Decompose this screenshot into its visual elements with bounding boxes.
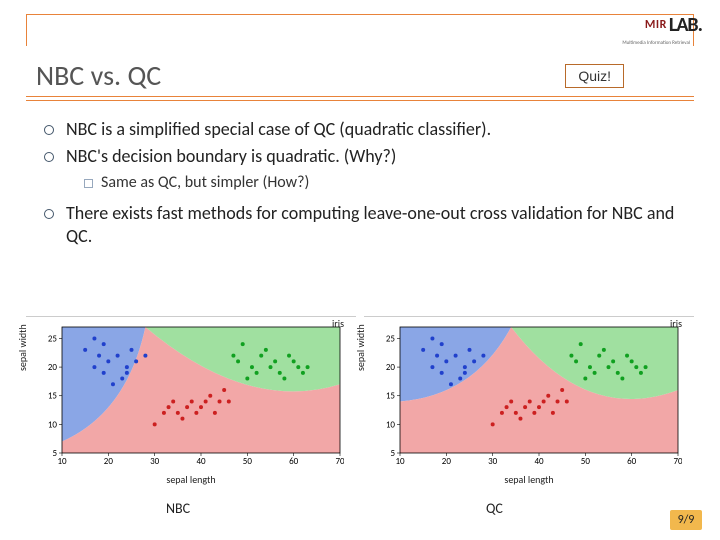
bullet-item: NBC is a simplified special case of QC (… bbox=[44, 118, 684, 141]
bullet-item: There exists fast methods for computing … bbox=[44, 202, 684, 249]
svg-text:10: 10 bbox=[395, 456, 405, 467]
square-bullet-icon bbox=[84, 179, 93, 188]
ring-bullet-icon bbox=[44, 152, 54, 162]
content-area: NBC is a simplified special case of QC (… bbox=[44, 118, 684, 253]
svg-text:20: 20 bbox=[104, 456, 114, 467]
svg-text:40: 40 bbox=[196, 456, 206, 467]
chart-qc-svg: 10203040506070510152025 bbox=[382, 321, 682, 471]
bullet-text: There exists fast methods for computing … bbox=[66, 202, 684, 249]
charts-row: iris sepal width sepal length 1020304050… bbox=[26, 316, 694, 484]
chart-nbc-svg: 10203040506070510152025 bbox=[44, 321, 344, 471]
svg-text:15: 15 bbox=[48, 391, 58, 402]
mir-lab-logo: MIR LAB. Multimedia Information Retrieva… bbox=[592, 6, 702, 44]
bullet-item: NBC's decision boundary is quadratic. (W… bbox=[44, 145, 684, 168]
chart-xlabel: sepal length bbox=[166, 473, 215, 486]
logo-subtitle: Multimedia Information Retrieval bbox=[622, 40, 690, 46]
chart-caption-qc: QC bbox=[486, 500, 503, 517]
svg-text:50: 50 bbox=[581, 456, 591, 467]
ring-bullet-icon bbox=[44, 209, 54, 219]
svg-text:15: 15 bbox=[386, 391, 396, 402]
bullet-text: NBC's decision boundary is quadratic. (W… bbox=[66, 145, 396, 168]
sub-bullet-text: Same as QC, but simpler (How?) bbox=[101, 173, 309, 192]
svg-text:50: 50 bbox=[243, 456, 253, 467]
svg-text:20: 20 bbox=[442, 456, 452, 467]
svg-text:5: 5 bbox=[390, 448, 395, 459]
sub-bullet-item: Same as QC, but simpler (How?) bbox=[84, 173, 684, 192]
page-number-badge: 9/9 bbox=[670, 510, 702, 530]
svg-text:20: 20 bbox=[48, 362, 58, 373]
svg-text:10: 10 bbox=[57, 456, 67, 467]
svg-text:10: 10 bbox=[386, 419, 396, 430]
svg-text:25: 25 bbox=[386, 333, 396, 344]
svg-text:20: 20 bbox=[386, 362, 396, 373]
page-title: NBC vs. QC bbox=[36, 58, 161, 93]
chart-xlabel: sepal length bbox=[504, 473, 553, 486]
svg-text:10: 10 bbox=[48, 419, 58, 430]
svg-text:25: 25 bbox=[48, 333, 58, 344]
ring-bullet-icon bbox=[44, 125, 54, 135]
svg-text:5: 5 bbox=[52, 448, 57, 459]
svg-text:60: 60 bbox=[627, 456, 637, 467]
quiz-button[interactable]: Quiz! bbox=[565, 64, 624, 88]
svg-text:40: 40 bbox=[534, 456, 544, 467]
logo-brand-lab: LAB. bbox=[669, 13, 702, 37]
chart-ylabel: sepal width bbox=[354, 324, 367, 371]
logo-brand-mir: MIR bbox=[645, 18, 667, 32]
bullet-text: NBC is a simplified special case of QC (… bbox=[66, 118, 491, 141]
svg-text:30: 30 bbox=[150, 456, 160, 467]
svg-text:70: 70 bbox=[335, 456, 344, 467]
svg-text:60: 60 bbox=[289, 456, 299, 467]
title-row: NBC vs. QC Quiz! bbox=[36, 58, 684, 93]
chart-caption-nbc: NBC bbox=[166, 500, 190, 517]
chart-nbc: iris sepal width sepal length 1020304050… bbox=[26, 316, 356, 484]
chart-ylabel: sepal width bbox=[16, 324, 29, 371]
chart-qc: iris sepal width sepal length 1020304050… bbox=[364, 316, 694, 484]
title-underline bbox=[26, 96, 694, 101]
svg-text:30: 30 bbox=[488, 456, 498, 467]
svg-text:70: 70 bbox=[673, 456, 682, 467]
